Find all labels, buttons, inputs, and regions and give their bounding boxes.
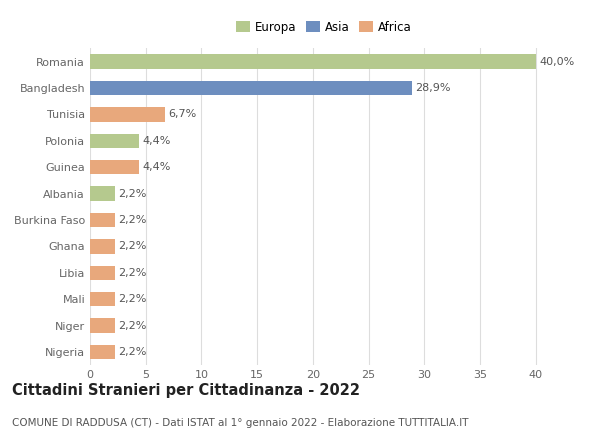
Bar <box>90 265 115 280</box>
Bar <box>90 81 412 95</box>
Bar <box>90 186 115 201</box>
Bar <box>90 345 115 359</box>
Bar <box>90 319 115 333</box>
Text: 2,2%: 2,2% <box>118 242 146 251</box>
Text: COMUNE DI RADDUSA (CT) - Dati ISTAT al 1° gennaio 2022 - Elaborazione TUTTITALIA: COMUNE DI RADDUSA (CT) - Dati ISTAT al 1… <box>12 418 469 428</box>
Text: 4,4%: 4,4% <box>142 162 171 172</box>
Bar <box>90 133 139 148</box>
Bar <box>90 107 164 121</box>
Text: 4,4%: 4,4% <box>142 136 171 146</box>
Text: 2,2%: 2,2% <box>118 215 146 225</box>
Legend: Europa, Asia, Africa: Europa, Asia, Africa <box>234 18 414 36</box>
Bar <box>90 213 115 227</box>
Text: 6,7%: 6,7% <box>168 110 196 119</box>
Text: Cittadini Stranieri per Cittadinanza - 2022: Cittadini Stranieri per Cittadinanza - 2… <box>12 383 360 398</box>
Bar <box>90 292 115 306</box>
Bar <box>90 54 536 69</box>
Text: 2,2%: 2,2% <box>118 268 146 278</box>
Text: 2,2%: 2,2% <box>118 321 146 330</box>
Bar <box>90 239 115 253</box>
Text: 2,2%: 2,2% <box>118 189 146 198</box>
Text: 2,2%: 2,2% <box>118 347 146 357</box>
Text: 40,0%: 40,0% <box>539 57 574 66</box>
Text: 2,2%: 2,2% <box>118 294 146 304</box>
Text: 28,9%: 28,9% <box>415 83 451 93</box>
Bar <box>90 160 139 174</box>
